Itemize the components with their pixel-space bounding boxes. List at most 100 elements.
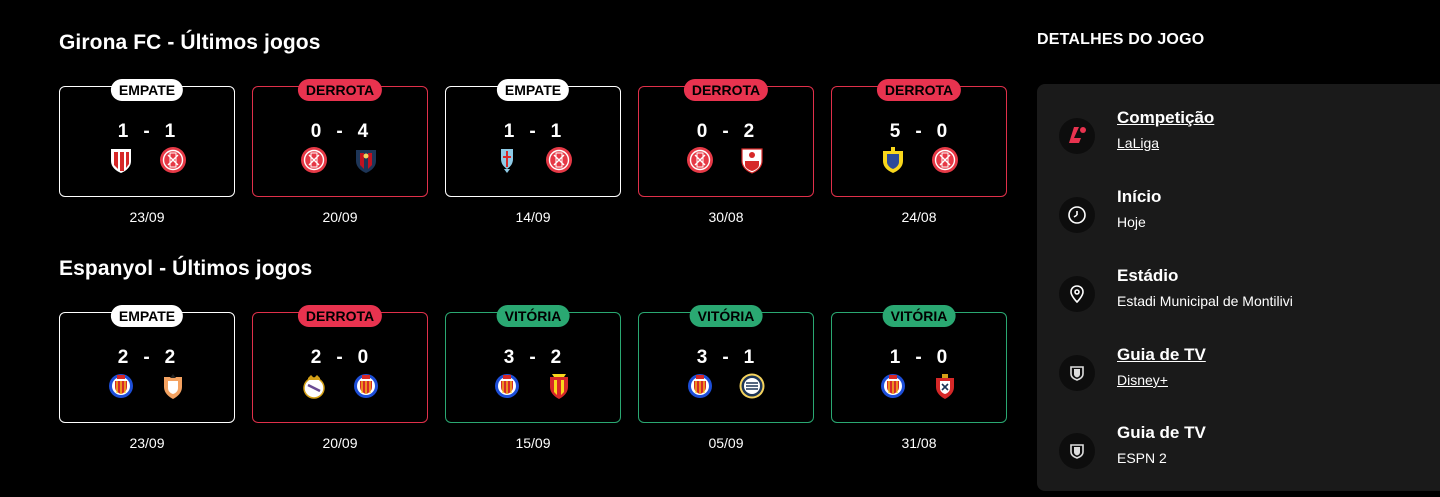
- team-crests: [253, 371, 427, 401]
- detail-value: ESPN 2: [1117, 450, 1167, 466]
- section-title: Girona FC - Últimos jogos: [59, 31, 321, 54]
- match-card[interactable]: EMPATE 2-2: [59, 305, 235, 423]
- result-badge: DERROTA: [683, 79, 769, 101]
- score-separator: -: [722, 347, 730, 368]
- match-card[interactable]: VITÓRIA 1-0: [831, 305, 1007, 423]
- score: 3-1: [639, 347, 813, 369]
- result-badge: EMPATE: [496, 79, 570, 101]
- match-card[interactable]: VITÓRIA 3-2: [445, 305, 621, 423]
- away-score: 0: [357, 347, 370, 368]
- espanyol-crest: [109, 374, 133, 398]
- detail-value[interactable]: LaLiga: [1117, 135, 1160, 151]
- match-list: EMPATE 2-2 23/09 DERROTA 2-0 20/09 VITÓRIA 3-2 1…: [59, 305, 1007, 451]
- result-badge: EMPATE: [110, 79, 184, 101]
- valencia-crest: [164, 374, 182, 399]
- score-separator: -: [143, 347, 151, 368]
- match-item: DERROTA 0-2 30/08: [638, 79, 814, 225]
- detail-value: Estadi Municipal de Montilivi: [1117, 293, 1293, 309]
- espanyol-crest: [495, 374, 519, 398]
- score-separator: -: [336, 347, 344, 368]
- match-date: 23/09: [129, 209, 165, 225]
- match-item: EMPATE 2-2 23/09: [59, 305, 235, 451]
- away-score: 2: [550, 347, 563, 368]
- home-score: 2: [117, 347, 130, 368]
- match-card[interactable]: DERROTA 0-4: [252, 79, 428, 197]
- match-date: 24/08: [901, 209, 937, 225]
- detail-label[interactable]: Guia de TV: [1117, 345, 1206, 364]
- result-badge: VITÓRIA: [496, 305, 570, 327]
- home-score: 0: [696, 121, 709, 142]
- match-date: 23/09: [129, 435, 165, 451]
- villarreal-crest: [883, 147, 903, 173]
- team-crests: [60, 145, 234, 175]
- match-item: DERROTA 5-0 24/08: [831, 79, 1007, 225]
- levante-crest: [356, 150, 376, 173]
- details-panel: Competição LaLiga Início Hoje Estádio Es…: [1037, 84, 1440, 491]
- team-crests: [832, 371, 1006, 401]
- match-date: 31/08: [901, 435, 937, 451]
- athletic-bilbao-crest: [111, 149, 131, 173]
- score-separator: -: [529, 121, 537, 142]
- section-title: Espanyol - Últimos jogos: [59, 257, 313, 280]
- score: 0-2: [639, 121, 813, 143]
- espanyol-crest: [688, 374, 712, 398]
- detail-stadium: Estádio Estadi Municipal de Montilivi: [1037, 266, 1437, 326]
- score-separator: -: [722, 121, 730, 142]
- score: 1-1: [60, 121, 234, 143]
- score: 1-0: [832, 347, 1006, 369]
- tv-shield-icon: [1059, 433, 1095, 469]
- detail-start: Início Hoje: [1037, 187, 1437, 247]
- score-separator: -: [915, 347, 923, 368]
- away-score: 0: [936, 121, 949, 142]
- match-card[interactable]: DERROTA 2-0: [252, 305, 428, 423]
- away-score: 2: [743, 121, 756, 142]
- espanyol-section: Espanyol - Últimos jogos EMPATE 2-2 23/09 D…: [59, 257, 1007, 451]
- score-separator: -: [336, 121, 344, 142]
- score: 2-0: [253, 347, 427, 369]
- team-crests: [639, 145, 813, 175]
- espanyol-crest: [881, 374, 905, 398]
- real-sociedad-crest: [739, 373, 765, 399]
- team-crests: [832, 145, 1006, 175]
- match-item: EMPATE 1-1 14/09: [445, 79, 621, 225]
- match-date: 14/09: [515, 209, 551, 225]
- girona-crest: [160, 147, 186, 173]
- match-card[interactable]: VITÓRIA 3-1: [638, 305, 814, 423]
- team-crests: [446, 145, 620, 175]
- away-score: 2: [164, 347, 177, 368]
- home-score: 0: [310, 121, 323, 142]
- home-score: 1: [117, 121, 130, 142]
- detail-tv-guide-1: Guia de TV Disney+: [1037, 345, 1437, 405]
- home-score: 3: [503, 347, 516, 368]
- detail-label: Estádio: [1117, 266, 1179, 285]
- team-crests: [446, 371, 620, 401]
- laliga-icon: [1059, 118, 1095, 154]
- home-score: 2: [310, 347, 323, 368]
- girona-crest: [546, 147, 572, 173]
- home-score: 1: [503, 121, 516, 142]
- detail-label: Guia de TV: [1117, 423, 1206, 442]
- detail-competition: Competição LaLiga: [1037, 108, 1437, 168]
- match-date: 15/09: [515, 435, 551, 451]
- match-date: 20/09: [322, 435, 358, 451]
- match-card[interactable]: EMPATE 1-1: [59, 79, 235, 197]
- team-crests: [253, 145, 427, 175]
- osasuna-crest: [936, 374, 954, 399]
- real-madrid-crest: [303, 375, 325, 399]
- score-separator: -: [143, 121, 151, 142]
- result-badge: DERROTA: [297, 79, 383, 101]
- match-item: VITÓRIA 1-0 31/08: [831, 305, 1007, 451]
- match-card[interactable]: DERROTA 0-2: [638, 79, 814, 197]
- detail-label[interactable]: Competição: [1117, 108, 1215, 127]
- team-crests: [60, 371, 234, 401]
- match-card[interactable]: DERROTA 5-0: [831, 79, 1007, 197]
- celta-crest: [501, 149, 513, 173]
- result-badge: DERROTA: [297, 305, 383, 327]
- detail-value[interactable]: Disney+: [1117, 372, 1168, 388]
- match-card[interactable]: EMPATE 1-1: [445, 79, 621, 197]
- away-score: 0: [936, 347, 949, 368]
- location-pin-icon: [1059, 276, 1095, 312]
- detail-tv-guide-2: Guia de TV ESPN 2: [1037, 423, 1437, 483]
- score-separator: -: [529, 347, 537, 368]
- score: 5-0: [832, 121, 1006, 143]
